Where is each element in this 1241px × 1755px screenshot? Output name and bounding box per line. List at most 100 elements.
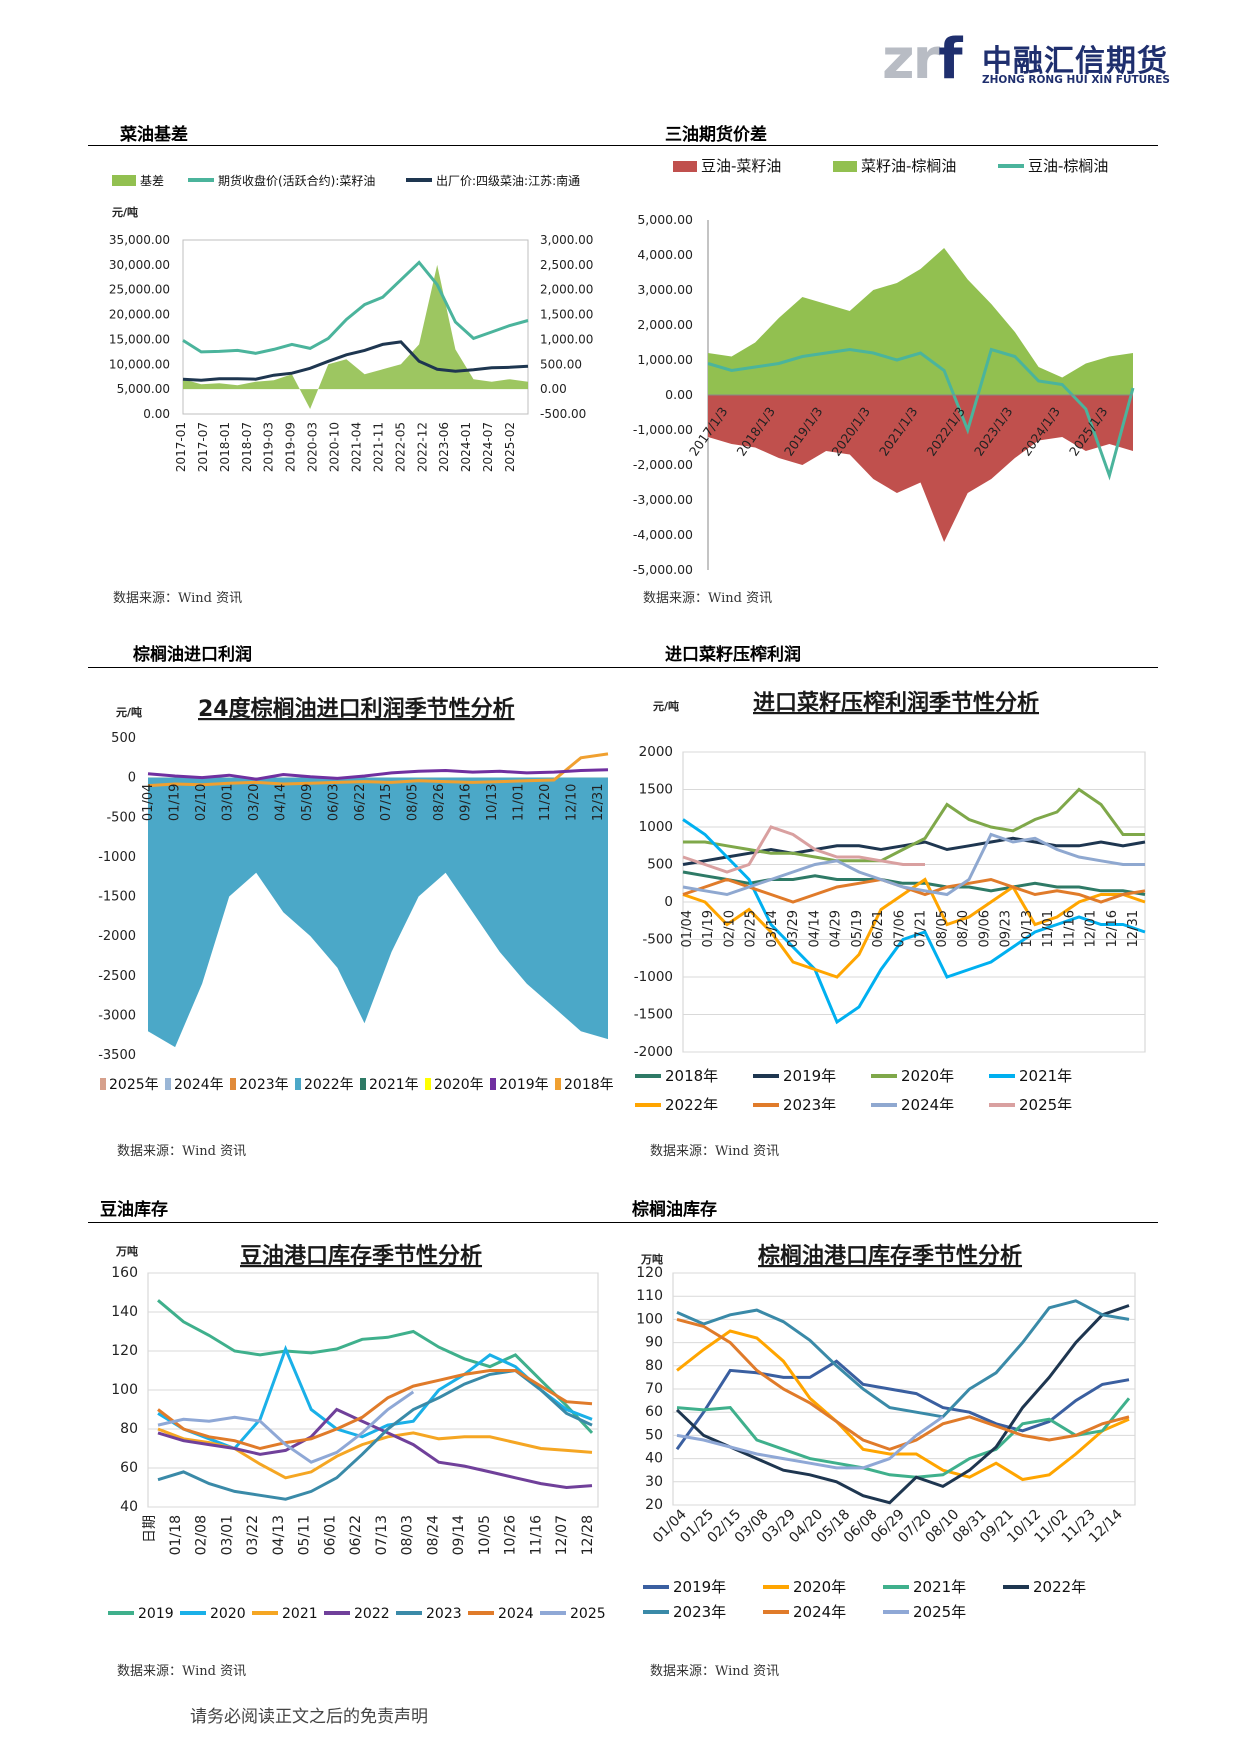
x-tick-label: 01/04 (680, 910, 695, 947)
chart-rapeseed-basis: 基差 期货收盘价(活跃合约):菜籽油 出厂价:四级菜油:江苏:南通元/吨 35,000… (109, 173, 594, 472)
legend-label: 2021年 (913, 1578, 966, 1596)
y-tick-label: -500 (642, 932, 673, 948)
y-tick-label: -1000 (98, 850, 136, 865)
y-unit-label: 元/吨 (112, 205, 138, 219)
legend-swatch (490, 1078, 496, 1090)
x-tick-label: 04/14 (807, 910, 822, 947)
chart-title: 豆油港口库存季节性分析 (240, 1243, 482, 1269)
x-tick-label: 01/04 (141, 784, 156, 821)
legend-label: 2021年 (1019, 1067, 1072, 1085)
x-tick-label: 03/14 (765, 910, 780, 947)
legend-label: 菜籽油-棕榈油 (861, 157, 956, 175)
x-tick-label: 11/01 (1041, 910, 1056, 947)
series-basis-area (183, 264, 528, 409)
y-tick-label: 1000 (639, 819, 673, 835)
series-2021-line (682, 818, 1146, 1025)
x-tick-label: 02/10 (194, 784, 209, 821)
x-tick-label: 10/13 (1020, 910, 1035, 947)
section-title-palm-stock: 棕榈油库存 (632, 1200, 717, 1220)
x-tick-label: 09/06 (977, 910, 992, 947)
y-tick-label: 2,000.00 (637, 317, 693, 332)
y-tick-label: 2,500.00 (540, 258, 593, 272)
x-tick-label: 2018-07 (240, 422, 254, 472)
y-tick-label: 70 (645, 1381, 663, 1397)
legend-label: 2019 (138, 1606, 174, 1622)
series-2025-line (676, 1415, 944, 1470)
x-tick-label: 01/18 (168, 1515, 184, 1555)
series-2021-line (157, 1427, 593, 1480)
y-tick-label: 120 (111, 1343, 138, 1359)
x-tick-label: 06/22 (353, 784, 368, 821)
y-tick-label: -3,000.00 (633, 492, 693, 507)
x-tick-label: 日期 (142, 1515, 158, 1543)
section-title-rapeseed-basis: 菜油基差 (120, 125, 188, 145)
x-tick-label: 07/15 (379, 784, 394, 821)
logo-en: ZHONG RONG HUI XIN FUTURES (982, 74, 1170, 86)
y-tick-label: -5,000.00 (633, 562, 693, 577)
y-tick-label: 1,500.00 (540, 308, 593, 322)
y-tick-label: 90 (645, 1335, 663, 1351)
y-tick-label: 20 (645, 1497, 663, 1513)
y-tick-label: 25,000.00 (109, 283, 170, 297)
y-tick-label: 5,000.00 (117, 382, 170, 396)
y-unit-label: 元/吨 (653, 699, 679, 713)
legend-label: 2023年 (239, 1077, 289, 1093)
x-tick-label: 12/01 (1084, 910, 1099, 947)
x-tick-label: 08/24 (425, 1515, 441, 1555)
series-2024-line (157, 1369, 593, 1451)
x-tick-label: 11/16 (528, 1515, 544, 1555)
legend-swatch (833, 161, 857, 172)
x-tick-label: 01/19 (167, 784, 182, 821)
y-tick-label: 30 (645, 1474, 663, 1490)
x-tick-label: 07/06 (892, 910, 907, 947)
company-logo: zrf 中融汇信期货 ZHONG RONG HUI XIN FUTURES (882, 30, 1172, 92)
x-tick-label: 2021-04 (349, 422, 363, 472)
section-title-oil-spread: 三油期货价差 (665, 125, 767, 145)
logo-mark: zrf (882, 27, 963, 92)
source-note: 数据来源：Wind 资讯 (117, 1664, 247, 1679)
x-tick-label: 11/20 (538, 784, 553, 821)
section-rule (88, 145, 623, 146)
y-tick-label: 110 (636, 1288, 663, 1304)
y-tick-label: -1000 (634, 969, 673, 985)
x-tick-label: 2017-01 (174, 422, 188, 472)
y-tick-label: 1,000.00 (637, 352, 693, 367)
legend-swatch (425, 1078, 431, 1090)
series-2019-line (147, 768, 609, 781)
legend-label: 豆油-棕榈油 (1028, 157, 1108, 175)
legend-swatch (112, 175, 136, 186)
legend-label: 2021 (282, 1606, 318, 1622)
disclaimer-footer: 请务必阅读正文之后的免责声明 (190, 1707, 428, 1727)
source-note: 数据来源：Wind 资讯 (117, 1144, 247, 1159)
series-2021-line (676, 1397, 1131, 1479)
section-rule (623, 667, 1158, 668)
y-tick-label: -2,000.00 (633, 457, 693, 472)
x-tick-label: 03/22 (245, 1515, 261, 1555)
legend-label: 2023年 (783, 1096, 836, 1110)
x-tick-label: 2022-12 (415, 422, 429, 472)
y-tick-label: 120 (636, 1265, 663, 1281)
y-tick-label: 140 (111, 1304, 138, 1320)
section-rule (88, 1222, 623, 1223)
x-tick-label: 06/22 (348, 1515, 364, 1555)
y-tick-label: 1500 (639, 782, 673, 798)
x-tick-label: 12/16 (1105, 910, 1120, 947)
y-tick-label: 40 (645, 1451, 663, 1467)
x-tick-label: 11/16 (1062, 910, 1077, 947)
y-tick-label: 80 (645, 1358, 663, 1374)
series-2022-line (675, 1304, 1130, 1505)
legend-label: 2019年 (673, 1578, 726, 1596)
plot-frame (182, 239, 529, 415)
section-rule (623, 1222, 1158, 1223)
x-tick-label: 06/03 (326, 784, 341, 821)
y-tick-label: 160 (111, 1265, 138, 1281)
y-tick-label: -4,000.00 (633, 527, 693, 542)
x-tick-label: 09/23 (999, 910, 1014, 947)
series-2024-line (676, 1317, 1130, 1451)
series-2025-line (157, 1390, 415, 1464)
y-tick-label: 10,000.00 (109, 357, 170, 371)
x-tick-label: 02/25 (744, 910, 759, 947)
y-tick-label: -1500 (98, 890, 136, 905)
y-tick-label: 3,000.00 (637, 282, 693, 297)
